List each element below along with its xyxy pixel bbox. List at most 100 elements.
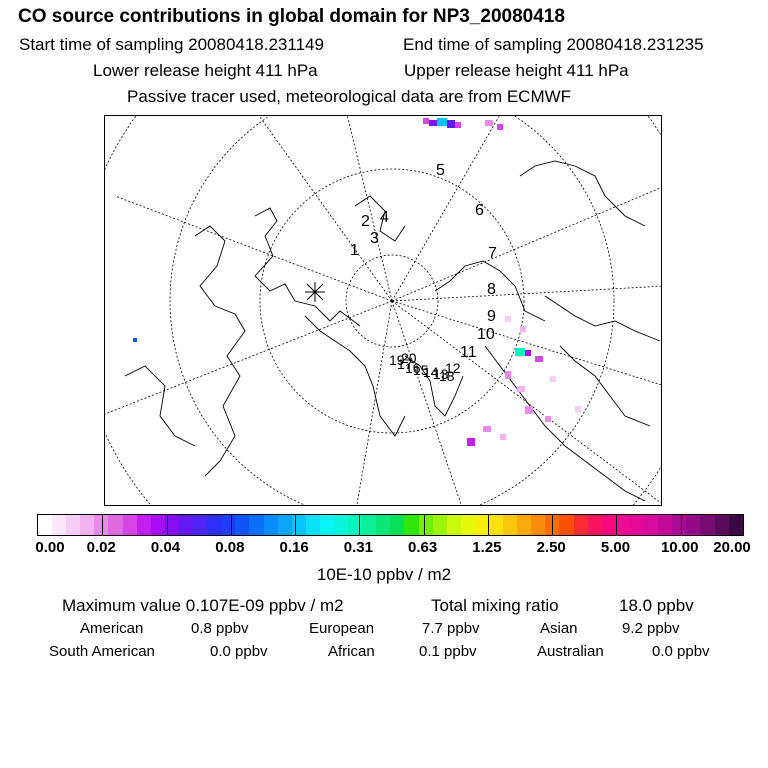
colorbar-swatch (531, 515, 546, 535)
colorbar-swatch (390, 515, 405, 535)
colorbar-swatch (249, 515, 264, 535)
colorbar-swatch (66, 515, 81, 535)
meridian-lines (105, 116, 661, 505)
traj-label-3: 3 (370, 230, 379, 247)
colorbar-swatch (404, 515, 419, 535)
region-value-south-american: 0.0 ppbv (210, 643, 268, 660)
colorbar-swatch (728, 515, 743, 535)
colorbar-swatch (108, 515, 123, 535)
region-name-american: American (80, 620, 144, 637)
colorbar-separator (487, 515, 489, 535)
colorbar-separator (423, 515, 425, 535)
latitude-circles (105, 116, 661, 505)
colorbar-swatch (277, 515, 292, 535)
traj-label-7: 7 (488, 245, 497, 262)
colorbar-swatch (629, 515, 645, 535)
max-value-label: Maximum value 0.107E-09 ppbv / m2 (62, 596, 344, 615)
traj-label-12: 12 (445, 360, 461, 376)
colorbar-swatch (333, 515, 349, 535)
colorbar-swatch (700, 515, 715, 535)
colorbar-swatch (291, 515, 306, 535)
colorbar-tick-label: 0.02 (86, 539, 116, 556)
polar-map: 1 2 3 4 5 6 7 8 9 10 11 12 13 14 15 16 1… (104, 115, 662, 506)
colorbar-swatch (658, 515, 673, 535)
colorbar-swatch (38, 515, 53, 535)
colorbar-swatch (460, 515, 475, 535)
plot-title: CO source contributions in global domain… (18, 6, 565, 27)
region-name-european: European (309, 620, 375, 637)
colorbar-swatch (376, 515, 391, 535)
traj-label-20: 20 (401, 350, 417, 366)
colorbar-tick-label: 0.31 (343, 539, 373, 556)
colorbar-unit-label: 10E-10 ppbv / m2 (316, 565, 452, 584)
colorbar-tick-label: 0.00 (35, 539, 65, 556)
traj-label-17: 17 (397, 356, 413, 372)
colorbar-swatch (503, 515, 518, 535)
region-value-australian: 0.0 ppbv (652, 643, 710, 660)
coastlines (124, 160, 661, 502)
colorbar-swatch (348, 515, 363, 535)
region-name-asian: Asian (540, 620, 578, 637)
colorbar-swatch (164, 515, 179, 535)
traj-label-11: 11 (460, 344, 477, 361)
colorbar-swatch (615, 515, 630, 535)
colorbar-swatch (672, 515, 687, 535)
colorbar-swatch (587, 515, 602, 535)
tracer-note: Passive tracer used, meteorological data… (127, 87, 572, 106)
colorbar-separator (102, 515, 104, 535)
map-canvas (105, 116, 661, 505)
colorbar-swatch (136, 515, 151, 535)
colorbar-swatch (52, 515, 67, 535)
region-name-african: African (328, 643, 375, 660)
region-value-african: 0.1 ppbv (419, 643, 477, 660)
colorbar-swatch (446, 515, 461, 535)
colorbar-tick-label: 1.25 (472, 539, 502, 556)
colorbar-swatch (517, 515, 532, 535)
colorbar-separator (359, 515, 361, 535)
colorbar-tick-label: 20.00 (713, 539, 751, 556)
region-value-asian: 9.2 ppbv (622, 620, 680, 637)
colorbar-swatch (207, 515, 222, 535)
colorbar-tick-label: 5.00 (600, 539, 631, 556)
traj-label-5: 5 (436, 162, 445, 179)
traj-label-18: 18 (439, 368, 455, 384)
traj-label-13: 13 (433, 366, 449, 382)
concentration-field (133, 118, 581, 446)
colorbar-swatch (263, 515, 278, 535)
colorbar-swatch (489, 515, 504, 535)
end-time-label: End time of sampling 20080418.231235 (403, 35, 704, 54)
traj-label-8: 8 (487, 281, 496, 298)
traj-label-19: 19 (389, 352, 405, 368)
colorbar-swatch (122, 515, 137, 535)
start-time-label: Start time of sampling 20080418.231149 (19, 35, 324, 54)
colorbar-swatch (559, 515, 574, 535)
colorbar-tick-label: 0.08 (215, 539, 245, 556)
colorbar-separator (616, 515, 618, 535)
region-name-australian: Australian (537, 643, 604, 660)
colorbar-swatch (319, 515, 334, 535)
traj-label-10: 10 (477, 326, 495, 343)
traj-label-4: 4 (380, 209, 389, 226)
colorbar-swatch (573, 515, 588, 535)
region-value-european: 7.7 ppbv (422, 620, 480, 637)
total-mixing-value: 18.0 ppbv (619, 596, 694, 615)
colorbar-swatch (644, 515, 659, 535)
colorbar-swatch (94, 515, 109, 535)
colorbar-swatch (432, 515, 447, 535)
traj-label-6: 6 (475, 202, 484, 219)
colorbar-separator (166, 515, 168, 535)
traj-label-1: 1 (350, 242, 359, 259)
traj-label-14: 14 (423, 364, 439, 380)
colorbar-swatch (474, 515, 489, 535)
colorbar-swatch (305, 515, 320, 535)
traj-label-9: 9 (487, 308, 496, 325)
colorbar-separator (295, 515, 297, 535)
colorbar-swatch (178, 515, 194, 535)
colorbar (37, 514, 744, 536)
asterisk-icon (305, 282, 325, 302)
traj-label-15: 15 (413, 362, 429, 378)
colorbar-swatch (686, 515, 701, 535)
colorbar-swatch (193, 515, 208, 535)
colorbar-tick-label: 0.04 (150, 539, 181, 556)
traj-label-16: 16 (405, 360, 421, 376)
